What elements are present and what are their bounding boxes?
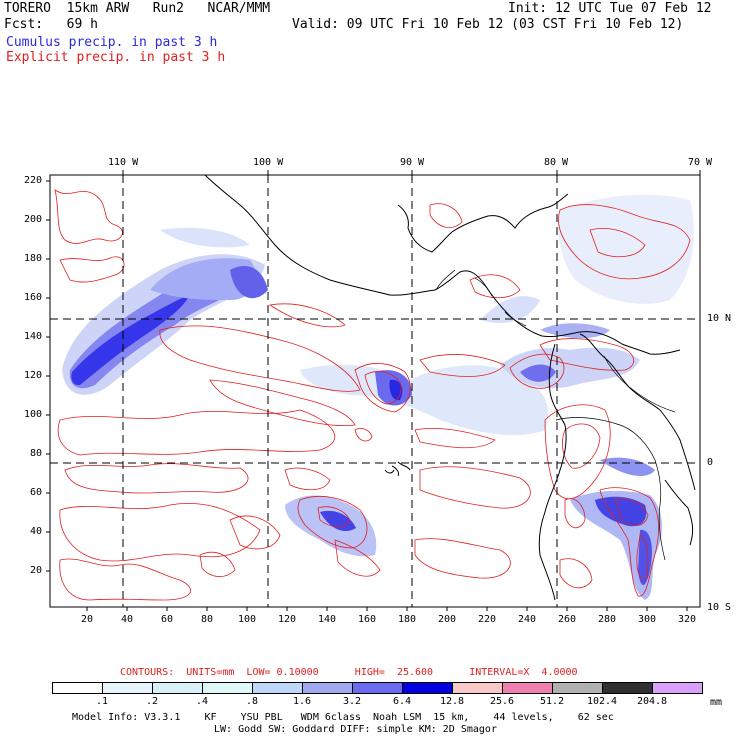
color-bar-label: 25.6 (489, 696, 515, 707)
y-tick: 100 (24, 409, 43, 420)
y-tick: 60 (30, 487, 43, 498)
x-tick: 20 (81, 614, 94, 625)
color-bar-swatch (52, 682, 103, 694)
x-tick: 100 (238, 614, 257, 625)
color-bar-label: .4 (195, 696, 209, 707)
x-tick: 140 (318, 614, 337, 625)
color-bar-label: 204.8 (636, 696, 668, 707)
left-ticks (46, 180, 50, 572)
color-bar-label: 51.2 (539, 696, 565, 707)
forecast-hour: Fcst: 69 h (4, 17, 98, 32)
x-tick: 320 (678, 614, 697, 625)
color-bar-swatch (202, 682, 253, 694)
color-bar-label: .1 (95, 696, 109, 707)
y-tick: 120 (24, 370, 43, 381)
color-bar-label: 12.8 (439, 696, 465, 707)
color-bar-label: .2 (145, 696, 159, 707)
model-info: Model Info: V3.3.1 KF YSU PBL WDM 6class… (72, 712, 614, 723)
lat-lon-grid (50, 175, 700, 607)
lon-label-70w: 70 W (688, 157, 713, 168)
explicit-precip-label: Explicit precip. in past 3 h (6, 50, 226, 65)
model-title: TORERO 15km ARW Run2 NCAR/MMM (4, 1, 271, 16)
lon-label-110w: 110 W (108, 157, 139, 168)
x-tick: 280 (598, 614, 617, 625)
lat-label-10n: 10 N (707, 313, 732, 324)
color-bar-label: 102.4 (586, 696, 618, 707)
color-bar-swatch (502, 682, 553, 694)
color-bar-swatch (652, 682, 703, 694)
y-tick: 80 (30, 448, 43, 459)
init-time: Init: 12 UTC Tue 07 Feb 12 (508, 1, 712, 16)
country-borders (435, 269, 676, 561)
bottom-ticks (86, 607, 688, 611)
y-tick: 20 (30, 565, 43, 576)
legend-units: mm (710, 697, 723, 708)
x-tick: 180 (398, 614, 417, 625)
x-tick: 240 (518, 614, 537, 625)
x-tick: 260 (558, 614, 577, 625)
lat-label-10s: 10 S (707, 602, 732, 613)
color-bar-label: 1.6 (292, 696, 312, 707)
y-tick: 220 (24, 175, 43, 186)
y-tick: 160 (24, 292, 43, 303)
color-bar-swatch (402, 682, 453, 694)
color-bar-label: .8 (245, 696, 259, 707)
coastlines (204, 174, 696, 601)
y-tick: 40 (30, 526, 43, 537)
x-tick: 160 (358, 614, 377, 625)
color-bar-label: 3.2 (342, 696, 362, 707)
cumulus-precip-shading (62, 194, 694, 600)
lon-label-90w: 90 W (400, 157, 425, 168)
color-bar-swatch (452, 682, 503, 694)
cumulus-precip-label: Cumulus precip. in past 3 h (6, 35, 218, 50)
x-tick: 120 (278, 614, 297, 625)
color-bar-swatch (152, 682, 203, 694)
x-tick: 220 (478, 614, 497, 625)
color-bar-label: 6.4 (392, 696, 412, 707)
color-bar-swatch (302, 682, 353, 694)
lon-label-80w: 80 W (544, 157, 569, 168)
color-bar-swatch (252, 682, 303, 694)
explicit-precip-contours (54, 189, 691, 601)
color-bar-swatch (102, 682, 153, 694)
color-bar-swatch (352, 682, 403, 694)
valid-time: Valid: 09 UTC Fri 10 Feb 12 (03 CST Fri … (292, 17, 684, 32)
y-tick: 200 (24, 214, 43, 225)
contours-info: CONTOURS: UNITS=mm LOW= 0.10000 HIGH= 25… (120, 667, 578, 678)
x-tick: 80 (201, 614, 214, 625)
x-tick: 200 (438, 614, 457, 625)
x-tick: 300 (638, 614, 657, 625)
lat-label-0: 0 (707, 457, 714, 468)
x-tick: 40 (121, 614, 134, 625)
map-frame (49, 174, 701, 608)
color-bar-swatch (552, 682, 603, 694)
y-tick: 140 (24, 331, 43, 342)
x-tick: 60 (161, 614, 174, 625)
physics-info: LW: Godd SW: Goddard DIFF: simple KM: 2D… (214, 724, 497, 735)
y-tick: 180 (24, 253, 43, 264)
top-ticks (122, 170, 701, 175)
lon-label-100w: 100 W (253, 157, 284, 168)
color-bar-swatch (602, 682, 653, 694)
